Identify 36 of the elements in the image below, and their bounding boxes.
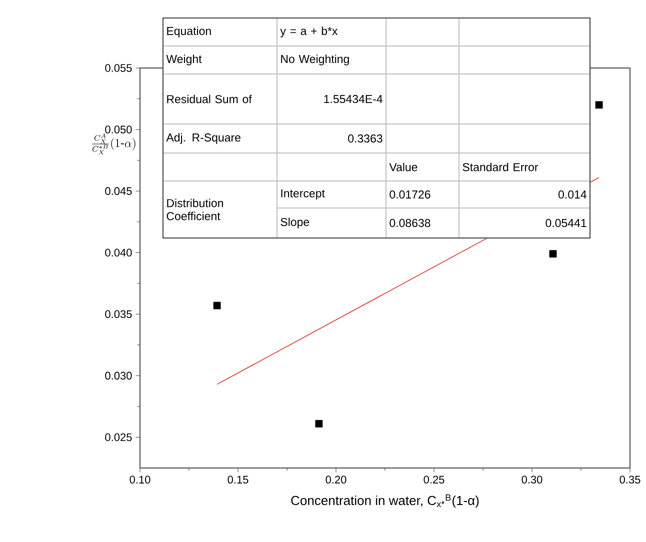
annotation: 0.01726	[390, 190, 430, 199]
y-tick-label: 0.040	[105, 248, 132, 257]
text: y = a + b*x	[280, 26, 338, 38]
text: Equation	[167, 26, 211, 38]
annotation: 1.55434E-4	[324, 94, 382, 104]
annotation: Distribution Coefficient	[166, 198, 223, 220]
annotation: 0.08638	[390, 218, 430, 228]
annotation: Value	[389, 162, 418, 172]
y-tick-label: 0.035	[105, 310, 132, 318]
point	[549, 250, 557, 258]
y-tick-label: 0.050	[105, 126, 132, 134]
annotation: Standard Error	[462, 162, 538, 172]
point	[595, 101, 603, 109]
x-tick-label: 0.35	[620, 476, 640, 484]
y-tick-label: 0.055	[105, 64, 132, 72]
point	[315, 420, 323, 428]
y-axis-title: $\frac{C_X^A}{C_X^{*B}}(1\text{-}\alpha)$	[92, 133, 136, 154]
annotation: Slope	[280, 218, 310, 228]
y-tick-label: 0.030	[105, 372, 132, 380]
x-tick-label: 0.30	[522, 476, 542, 484]
y-tick-label: 0.025	[105, 433, 132, 442]
annotation: 0.014	[558, 190, 586, 199]
annotation: Adj. R-Square	[166, 133, 240, 144]
x-tick-label: 0.25	[424, 476, 444, 484]
y-tick-label: 0.045	[105, 187, 132, 195]
x-axis-title: Concentration in water, C$_{x*}$$^{B}$(1-α)	[291, 494, 479, 508]
point	[213, 302, 221, 310]
x-tick-label: 0.15	[228, 476, 248, 484]
annotation: Intercept	[281, 189, 325, 200]
text: Weight	[166, 54, 202, 66]
annotation: Residual Sum of	[167, 94, 252, 104]
annotation: 0.3363	[348, 134, 382, 143]
x-tick-label: 0.10	[130, 476, 150, 484]
x-tick-label: 0.20	[326, 476, 346, 484]
annotation: 0.05441	[546, 218, 586, 228]
text: No Weighting	[281, 54, 349, 66]
